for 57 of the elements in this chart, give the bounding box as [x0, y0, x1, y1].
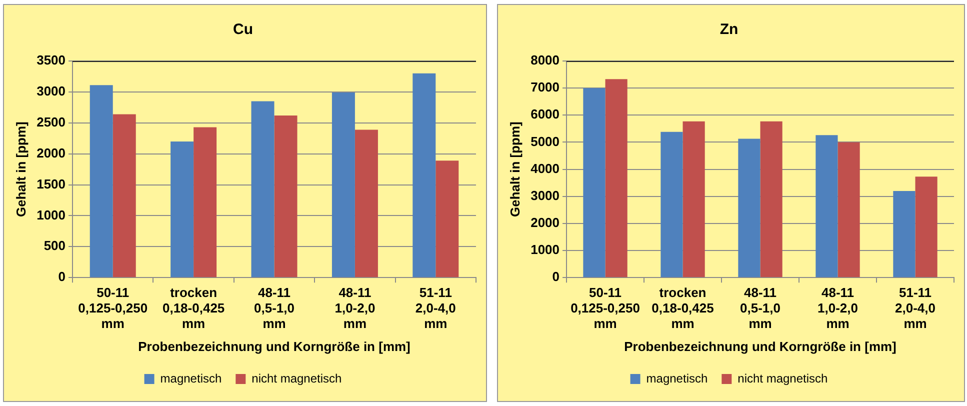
y-tick-label: 3000: [530, 188, 560, 203]
y-tick-label: 8000: [530, 52, 560, 68]
x-tick-label: 48-11 1,0-2,0 mm: [818, 284, 858, 332]
legend-label: magnetisch: [646, 371, 708, 386]
bar: [170, 141, 194, 278]
x-tick-label: 50-11 0,125-0,250 mm: [78, 284, 148, 332]
y-tick-label: 1000: [36, 207, 66, 222]
bar: [605, 79, 628, 278]
bar: [112, 114, 136, 278]
x-tick-label: 48-11 0,5-1,0 mm: [740, 284, 780, 332]
y-tick-label: 3000: [36, 84, 66, 99]
bar: [682, 121, 705, 278]
y-tick-label: 6000: [530, 106, 560, 122]
x-axis-title: Probenbezeichnung und Korngröße in [mm]: [624, 338, 896, 354]
y-tick-label: 2000: [36, 145, 66, 160]
bar: [90, 85, 113, 278]
bar: [251, 101, 274, 278]
y-axis-title: Gehalt in [ppm]: [13, 122, 28, 217]
bar: [412, 73, 436, 278]
y-tick-label: 3500: [36, 52, 66, 68]
x-tick-label: 48-11 0,5-1,0 mm: [254, 284, 294, 332]
y-tick-label: 4000: [530, 160, 560, 176]
y-tick-label: 7000: [530, 80, 560, 95]
y-tick-label: 2500: [36, 114, 66, 130]
x-axis-title: Probenbezeichnung und Korngröße in [mm]: [138, 338, 410, 354]
legend-label: nicht magnetisch: [738, 371, 828, 386]
y-tick-label: 2000: [530, 215, 560, 230]
x-tick-label: 48-11 1,0-2,0 mm: [334, 284, 376, 332]
bar: [354, 130, 378, 278]
bar: [194, 127, 217, 278]
y-tick-label: 5000: [530, 134, 560, 149]
bar: [436, 160, 459, 278]
legend-label: magnetisch: [160, 371, 222, 386]
x-tick-label: 51-11 2,0-4,0 mm: [415, 284, 456, 332]
chart-title: Cu: [233, 21, 253, 38]
y-tick-label: 500: [44, 238, 66, 254]
bar: [660, 132, 683, 278]
bar: [838, 142, 860, 278]
bar: [738, 138, 760, 278]
legend-label: nicht magnetisch: [252, 371, 342, 386]
x-tick-label: trocken 0,18-0,425 mm: [162, 284, 225, 332]
bar: [583, 88, 606, 278]
chart-title: Zn: [720, 21, 738, 38]
y-tick-label: 0: [552, 269, 560, 284]
x-tick-label: 51-11 2,0-4,0 mm: [895, 284, 936, 332]
y-axis-title: Gehalt in [ppm]: [507, 122, 522, 217]
bar: [893, 190, 916, 278]
y-tick-label: 0: [58, 269, 66, 284]
bar: [332, 92, 355, 278]
bar: [274, 115, 298, 278]
x-tick-label: trocken 0,18-0,425 mm: [652, 284, 714, 332]
bar: [760, 121, 782, 278]
bar: [915, 176, 938, 278]
x-tick-label: 50-11 0,125-0,250 mm: [570, 284, 640, 332]
y-tick-label: 1000: [530, 242, 560, 258]
bar: [816, 135, 838, 278]
y-tick-label: 1500: [36, 176, 66, 192]
